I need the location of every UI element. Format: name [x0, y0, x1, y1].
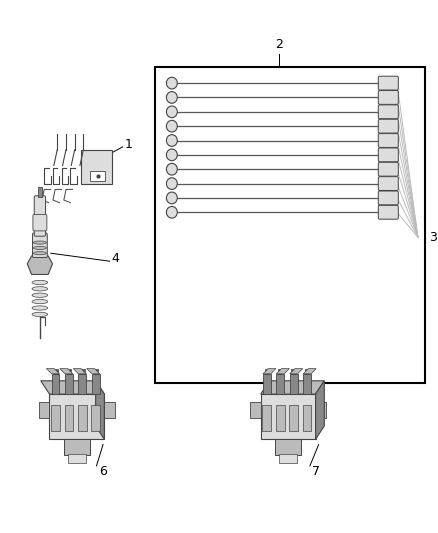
Bar	[38, 187, 42, 197]
Ellipse shape	[166, 177, 177, 189]
Bar	[64, 405, 73, 431]
FancyBboxPatch shape	[33, 214, 47, 231]
Bar	[260, 394, 315, 439]
Bar	[262, 405, 271, 431]
Bar	[68, 454, 85, 463]
FancyBboxPatch shape	[378, 176, 397, 190]
Bar	[90, 171, 105, 181]
Bar	[104, 402, 115, 418]
Polygon shape	[302, 368, 315, 374]
Polygon shape	[315, 381, 324, 439]
Bar	[78, 374, 86, 394]
Bar	[277, 368, 282, 374]
Ellipse shape	[166, 92, 177, 103]
Bar	[39, 402, 49, 418]
FancyBboxPatch shape	[32, 233, 47, 257]
FancyBboxPatch shape	[378, 76, 397, 90]
Ellipse shape	[166, 106, 177, 118]
Bar	[275, 405, 284, 431]
Bar	[155, 67, 424, 383]
Bar	[275, 439, 300, 455]
Bar	[262, 374, 270, 394]
Bar	[52, 374, 60, 394]
Text: 2: 2	[275, 38, 283, 51]
Polygon shape	[60, 368, 73, 374]
FancyBboxPatch shape	[378, 134, 397, 148]
FancyBboxPatch shape	[378, 205, 397, 219]
Bar	[249, 402, 260, 418]
Polygon shape	[276, 368, 289, 374]
Text: 4: 4	[112, 252, 119, 265]
Bar	[289, 405, 297, 431]
Polygon shape	[46, 368, 60, 374]
Polygon shape	[41, 381, 104, 394]
Ellipse shape	[166, 192, 177, 204]
Bar	[279, 454, 296, 463]
Text: 7: 7	[311, 465, 319, 478]
FancyBboxPatch shape	[378, 91, 397, 104]
Ellipse shape	[166, 206, 177, 218]
Polygon shape	[86, 368, 99, 374]
Polygon shape	[27, 256, 53, 274]
Ellipse shape	[166, 120, 177, 132]
Bar	[276, 374, 283, 394]
Ellipse shape	[33, 252, 46, 255]
Polygon shape	[260, 381, 324, 394]
Ellipse shape	[32, 300, 48, 304]
Ellipse shape	[33, 246, 46, 249]
Ellipse shape	[32, 280, 48, 285]
FancyBboxPatch shape	[378, 163, 397, 176]
Bar	[93, 368, 98, 374]
Ellipse shape	[32, 312, 48, 317]
Bar	[315, 402, 326, 418]
Ellipse shape	[32, 293, 48, 297]
Bar	[80, 368, 85, 374]
Bar	[302, 374, 310, 394]
Ellipse shape	[33, 241, 46, 244]
Bar	[92, 374, 99, 394]
Text: 6: 6	[99, 465, 106, 478]
FancyBboxPatch shape	[378, 191, 397, 205]
Bar	[78, 405, 87, 431]
Polygon shape	[95, 381, 104, 439]
Text: 1: 1	[124, 138, 132, 151]
Bar	[304, 368, 308, 374]
Ellipse shape	[166, 149, 177, 161]
FancyBboxPatch shape	[378, 148, 397, 162]
Text: 3: 3	[428, 231, 436, 244]
Bar	[67, 368, 71, 374]
Ellipse shape	[166, 164, 177, 175]
Bar	[264, 368, 268, 374]
Ellipse shape	[166, 135, 177, 147]
FancyBboxPatch shape	[378, 105, 397, 119]
Ellipse shape	[32, 306, 48, 310]
Polygon shape	[289, 368, 302, 374]
Ellipse shape	[166, 77, 177, 89]
FancyBboxPatch shape	[34, 196, 46, 236]
Bar	[64, 439, 90, 455]
Bar	[65, 374, 73, 394]
Polygon shape	[73, 368, 86, 374]
Bar	[49, 394, 104, 439]
Bar	[53, 368, 58, 374]
Bar	[302, 405, 311, 431]
Polygon shape	[262, 368, 276, 374]
Bar	[291, 368, 295, 374]
Ellipse shape	[32, 287, 48, 291]
Bar	[81, 150, 112, 184]
Bar	[289, 374, 297, 394]
Bar	[51, 405, 60, 431]
Bar	[91, 405, 100, 431]
FancyBboxPatch shape	[378, 119, 397, 133]
